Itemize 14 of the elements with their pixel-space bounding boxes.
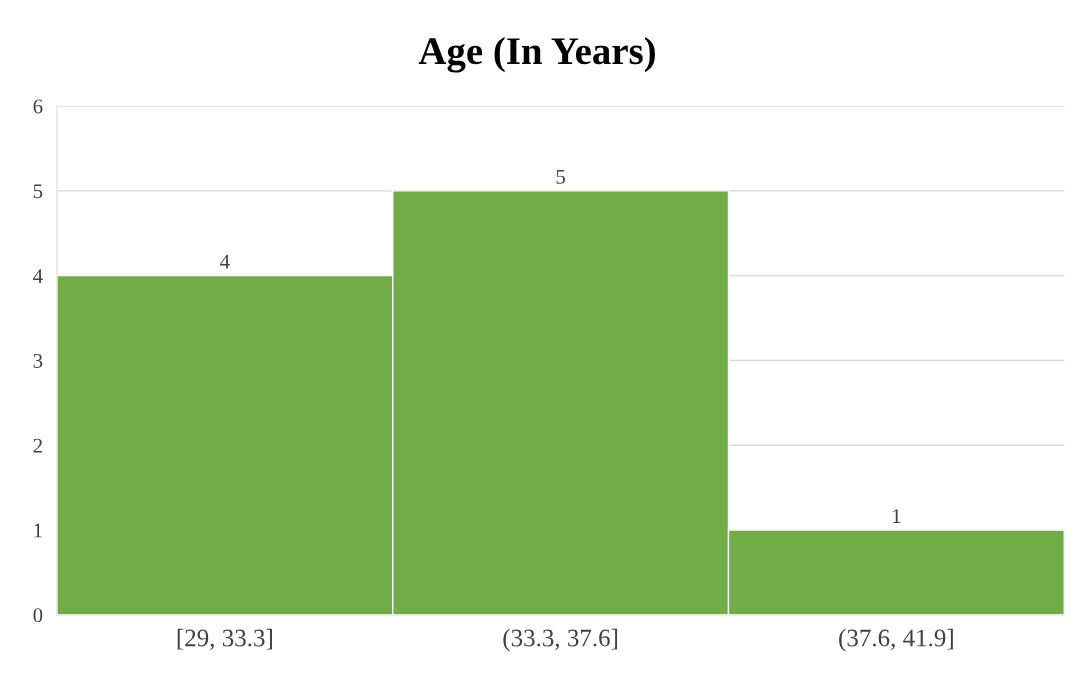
y-tick-label: 5 — [33, 184, 43, 199]
chart-title: Age (In Years) — [418, 36, 655, 73]
x-tick-label: [29, 33.3] — [177, 628, 272, 650]
y-tick-label: 4 — [33, 269, 43, 283]
y-tick-label: 3 — [33, 353, 43, 368]
x-tick-label: (33.3, 37.6] — [503, 628, 618, 652]
y-tick-label: 1 — [34, 523, 42, 538]
y-tick-label: 6 — [33, 99, 43, 114]
y-tick-label: 2 — [33, 438, 42, 453]
data-label: 4 — [220, 254, 230, 269]
data-label: 1 — [893, 509, 901, 523]
data-label: 5 — [556, 169, 566, 184]
y-tick-label: 0 — [33, 608, 43, 623]
x-tick-label: (37.6, 41.9] — [839, 628, 953, 652]
